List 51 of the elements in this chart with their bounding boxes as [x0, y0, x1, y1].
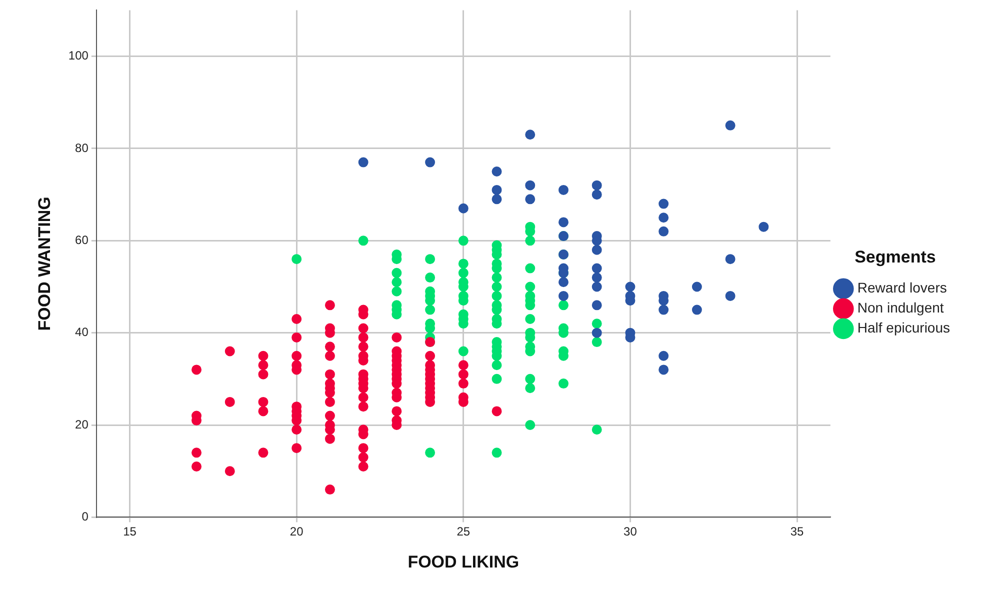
- y-tick-label: 80: [75, 140, 89, 155]
- x-tick-label: 30: [624, 524, 638, 539]
- point: [658, 350, 669, 361]
- y-tick-label: 20: [75, 417, 89, 432]
- point: [558, 277, 568, 288]
- point: [692, 304, 702, 315]
- point: [625, 282, 636, 292]
- point: [358, 157, 368, 168]
- point: [658, 212, 669, 223]
- point: [558, 217, 568, 228]
- legend-label: Non indulgent: [857, 300, 944, 316]
- point: [592, 300, 602, 310]
- point: [725, 254, 736, 264]
- y-tick-label: 0: [82, 510, 89, 524]
- point: [592, 244, 602, 255]
- point: [592, 272, 602, 283]
- point: [425, 157, 436, 168]
- x-tick-label: 15: [123, 524, 137, 539]
- x-tick-label: 20: [290, 524, 304, 539]
- point: [592, 190, 602, 200]
- point: [692, 282, 702, 292]
- y-tick-label: 100: [68, 48, 89, 63]
- point: [492, 184, 502, 195]
- point: [725, 290, 736, 301]
- point: [458, 203, 468, 214]
- x-tick-label: 35: [790, 524, 804, 539]
- point: [592, 263, 602, 274]
- point: [658, 304, 669, 315]
- point: [658, 364, 669, 375]
- point: [558, 290, 568, 301]
- x-axis-title: FOOD LIKING: [408, 552, 520, 572]
- point: [592, 282, 602, 292]
- point: [525, 180, 536, 190]
- y-axis-title: FOOD WANTING: [34, 196, 54, 331]
- point: [725, 120, 736, 130]
- legend-label: Reward lovers: [857, 280, 947, 296]
- legend-label: Half epicurious: [857, 320, 950, 336]
- legend-title: Segments: [854, 247, 936, 266]
- point: [592, 180, 602, 190]
- point: [658, 198, 669, 209]
- point: [525, 130, 536, 140]
- point: [592, 328, 602, 338]
- x-tick-label: 25: [456, 524, 470, 539]
- point: [492, 194, 502, 204]
- y-tick-label: 40: [75, 325, 89, 340]
- y-tick-label: 60: [75, 232, 89, 247]
- point: [658, 226, 669, 236]
- point: [758, 222, 769, 232]
- point: [558, 184, 568, 195]
- point: [492, 166, 502, 177]
- point: [525, 194, 536, 204]
